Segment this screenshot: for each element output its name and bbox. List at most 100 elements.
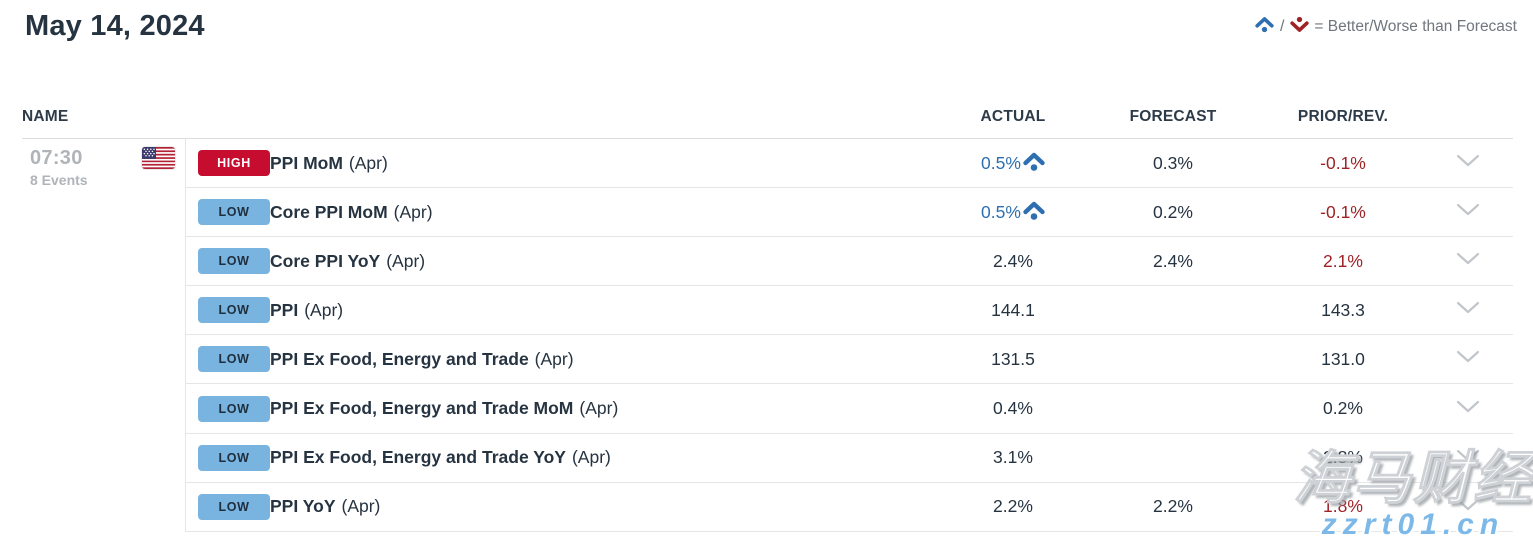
- importance-badge: HIGH: [198, 150, 270, 177]
- event-period: (Apr): [348, 152, 388, 173]
- table-body: 07:30 8 Events: [0, 139, 1533, 532]
- expand-row-button[interactable]: [1423, 154, 1513, 172]
- chevron-down-icon: [1456, 449, 1480, 467]
- events-count: 8 Events: [30, 172, 88, 188]
- forecast-value: 2.4%: [1153, 250, 1193, 271]
- actual-value: 2.4%: [993, 250, 1033, 271]
- chevron-down-icon: [1456, 252, 1480, 270]
- expand-row-button[interactable]: [1423, 350, 1513, 368]
- importance-badge-cell: LOW: [186, 346, 270, 373]
- event-name-cell: PPI (Apr): [270, 300, 943, 321]
- column-header-prior: PRIOR/REV.: [1297, 108, 1389, 125]
- event-rows: HIGH PPI MoM (Apr) 0.5% 0.3% -0.1% LOW Co…: [186, 139, 1513, 532]
- expand-row-button[interactable]: [1423, 400, 1513, 418]
- event-period: (Apr): [571, 447, 611, 468]
- chevron-down-icon: [1456, 350, 1480, 368]
- event-row[interactable]: HIGH PPI MoM (Apr) 0.5% 0.3% -0.1%: [186, 139, 1513, 189]
- event-row[interactable]: LOW PPI (Apr) 144.1 143.3: [186, 286, 1513, 336]
- actual-value: 0.5%: [943, 150, 1083, 176]
- time-label: 07:30: [30, 147, 83, 169]
- expand-row-button[interactable]: [1423, 498, 1513, 516]
- importance-badge: LOW: [198, 444, 270, 471]
- event-name-cell: PPI Ex Food, Energy and Trade (Apr): [270, 349, 943, 370]
- event-row[interactable]: LOW PPI YoY (Apr) 2.2% 2.2% 1.8%: [186, 483, 1513, 532]
- importance-badge: LOW: [198, 493, 270, 520]
- prior-value: 131.0: [1321, 348, 1365, 369]
- us-flag-icon: [142, 147, 175, 169]
- event-period: (Apr): [579, 398, 619, 419]
- actual-value: 131.5: [991, 348, 1035, 369]
- event-name: PPI MoM: [270, 152, 343, 173]
- prior-value: 0.2%: [1323, 398, 1363, 419]
- event-row[interactable]: LOW Core PPI MoM (Apr) 0.5% 0.2% -0.1%: [186, 188, 1513, 238]
- column-header-name: NAME: [22, 108, 69, 125]
- better-than-forecast-icon: [1255, 16, 1274, 38]
- chevron-down-icon: [1456, 400, 1480, 418]
- better-than-forecast-icon: [1023, 152, 1045, 176]
- importance-badge: LOW: [198, 297, 270, 324]
- page-title: May 14, 2024: [25, 10, 205, 42]
- importance-badge-cell: LOW: [186, 395, 270, 422]
- prior-value: -0.1%: [1320, 201, 1366, 222]
- calendar-header: May 14, 2024 / = Better/Worse than Forec…: [0, 0, 1533, 56]
- worse-than-forecast-icon: [1290, 16, 1310, 38]
- event-period: (Apr): [534, 348, 574, 369]
- time-cell: 07:30 8 Events: [0, 139, 186, 532]
- event-name-cell: PPI Ex Food, Energy and Trade YoY (Apr): [270, 447, 943, 468]
- chevron-down-icon: [1456, 203, 1480, 221]
- importance-badge-cell: LOW: [186, 199, 270, 226]
- importance-badge-cell: LOW: [186, 493, 270, 520]
- legend-separator: /: [1279, 18, 1285, 35]
- forecast-value: 2.2%: [1153, 496, 1193, 517]
- events-table: NAME ACTUAL FORECAST PRIOR/REV. 07:30 8 …: [0, 96, 1533, 532]
- column-header-actual: ACTUAL: [980, 108, 1046, 125]
- legend-label: = Better/Worse than Forecast: [1314, 18, 1517, 35]
- prior-value: -0.1%: [1320, 152, 1366, 173]
- actual-value: 0.4%: [993, 398, 1033, 419]
- event-row[interactable]: LOW PPI Ex Food, Energy and Trade MoM (Ap…: [186, 384, 1513, 434]
- chevron-down-icon: [1456, 498, 1480, 516]
- event-period: (Apr): [393, 201, 433, 222]
- event-row[interactable]: LOW PPI Ex Food, Energy and Trade (Apr) 1…: [186, 335, 1513, 385]
- expand-row-button[interactable]: [1423, 449, 1513, 467]
- event-name: PPI Ex Food, Energy and Trade MoM: [270, 398, 574, 419]
- event-name: PPI: [270, 299, 299, 320]
- importance-badge: LOW: [198, 395, 270, 422]
- importance-badge: LOW: [198, 346, 270, 373]
- column-header-forecast: FORECAST: [1129, 108, 1217, 125]
- expand-row-button[interactable]: [1423, 301, 1513, 319]
- better-than-forecast-icon: [1023, 201, 1045, 225]
- expand-row-button[interactable]: [1423, 252, 1513, 270]
- table-header-row: NAME ACTUAL FORECAST PRIOR/REV.: [22, 96, 1513, 139]
- event-name-cell: PPI Ex Food, Energy and Trade MoM (Apr): [270, 398, 943, 419]
- importance-badge-cell: LOW: [186, 297, 270, 324]
- importance-badge: LOW: [198, 248, 270, 275]
- expand-row-button[interactable]: [1423, 203, 1513, 221]
- prior-value: 2.1%: [1323, 250, 1363, 271]
- actual-value: 3.1%: [993, 447, 1033, 468]
- event-name-cell: Core PPI YoY (Apr): [270, 251, 943, 272]
- event-name-cell: PPI MoM (Apr): [270, 153, 943, 174]
- importance-badge-cell: LOW: [186, 444, 270, 471]
- prior-value: 2.8%: [1323, 447, 1363, 468]
- importance-badge-cell: HIGH: [186, 150, 270, 177]
- event-period: (Apr): [341, 496, 381, 517]
- event-name-cell: PPI YoY (Apr): [270, 496, 943, 517]
- forecast-value: 0.3%: [1153, 152, 1193, 173]
- forecast-legend: / = Better/Worse than Forecast: [1255, 16, 1517, 38]
- chevron-down-icon: [1456, 301, 1480, 319]
- event-row[interactable]: LOW Core PPI YoY (Apr) 2.4% 2.4% 2.1%: [186, 237, 1513, 287]
- event-name: PPI YoY: [270, 496, 336, 517]
- actual-value: 2.2%: [993, 496, 1033, 517]
- event-period: (Apr): [304, 299, 344, 320]
- prior-value: 1.8%: [1323, 496, 1363, 517]
- event-row[interactable]: LOW PPI Ex Food, Energy and Trade YoY (Ap…: [186, 434, 1513, 483]
- forecast-value: 0.2%: [1153, 201, 1193, 222]
- event-name: PPI Ex Food, Energy and Trade: [270, 348, 529, 369]
- event-name: Core PPI YoY: [270, 250, 381, 271]
- actual-value: 0.5%: [943, 199, 1083, 225]
- event-name: Core PPI MoM: [270, 201, 388, 222]
- importance-badge-cell: LOW: [186, 248, 270, 275]
- prior-value: 143.3: [1321, 299, 1365, 320]
